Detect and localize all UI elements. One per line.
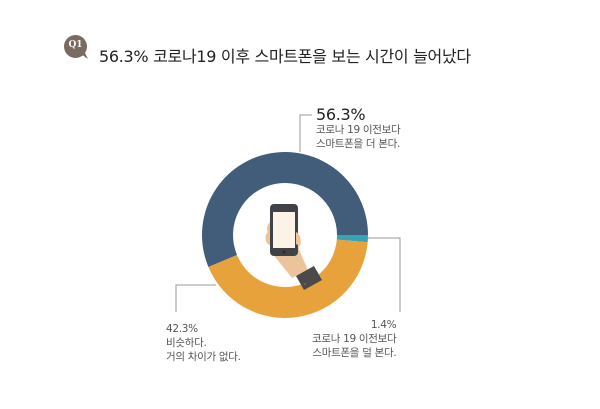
callout-less-line2: 스마트폰을 덜 본다.	[312, 347, 397, 359]
callout-less-percent: 1.4%	[370, 319, 397, 331]
callout-same-line1: 비슷하다.	[166, 337, 207, 349]
callout-same-percent: 42.3%	[166, 323, 198, 335]
donut-segment-same	[208, 239, 368, 318]
callout-more-percent: 56.3%	[316, 105, 366, 124]
leader-line-more	[299, 114, 312, 152]
callout-more-line1: 코로나 19 이전보다	[316, 124, 401, 136]
callout-same-line2: 거의 차이가 없다.	[166, 351, 241, 363]
speech-bubble-icon	[64, 35, 88, 59]
callout-less: 1.4% 코로나 19 이전보다 스마트폰을 덜 본다.	[312, 318, 397, 360]
leader-line-less	[368, 237, 401, 312]
leader-line-same	[175, 284, 216, 312]
callout-more-line2: 스마트폰을 더 본다.	[316, 138, 400, 150]
callout-same: 42.3% 비슷하다. 거의 차이가 없다.	[166, 322, 241, 364]
chart-title: 56.3% 코로나19 이후 스마트폰을 보는 시간이 늘어났다	[99, 47, 471, 66]
donut-segment-more	[202, 152, 368, 268]
callout-more: 56.3% 코로나 19 이전보다 스마트폰을 더 본다.	[316, 105, 401, 151]
question-number: Q1	[68, 40, 83, 50]
hand-holding-phone-icon	[265, 204, 322, 290]
callout-less-line1: 코로나 19 이전보다	[312, 333, 397, 345]
question-badge: Q1	[64, 35, 88, 59]
donut-segment-less	[336, 235, 368, 243]
donut-ring	[202, 152, 368, 318]
